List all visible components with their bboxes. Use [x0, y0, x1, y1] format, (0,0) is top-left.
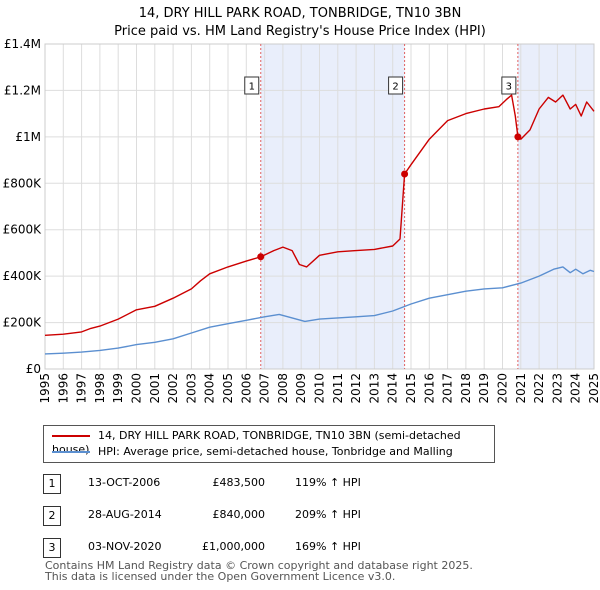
x-tick-label: 2001 [148, 373, 162, 404]
x-tick-label: 2018 [459, 373, 473, 404]
x-tick-label: 2006 [239, 373, 253, 404]
x-tick-label: 2016 [422, 373, 436, 404]
sale-hpi-change: 209% ↑ HPI [295, 508, 361, 521]
chart-title: 14, DRY HILL PARK ROAD, TONBRIDGE, TN10 … [138, 6, 462, 21]
x-tick-label: 2010 [313, 373, 327, 404]
x-tick-label: 2000 [130, 373, 144, 404]
x-tick-label: 2012 [349, 373, 363, 404]
sale-marker-label: 3 [43, 538, 61, 558]
sale-price: £840,000 [212, 508, 266, 521]
x-tick-label: 2015 [404, 373, 418, 404]
x-tick-label: 2019 [477, 373, 491, 404]
x-tick-label: 2022 [532, 373, 546, 404]
sale-hpi-change: 119% ↑ HPI [295, 476, 361, 489]
x-tick-label: 2017 [441, 373, 455, 404]
sale-3-label-box [501, 76, 517, 95]
footer-licence: This data is licensed under the Open Gov… [45, 570, 396, 583]
y-tick-label: £1M [15, 130, 41, 144]
y-tick-label: £200K [3, 316, 43, 330]
y-tick-label: £1.2M [4, 83, 41, 97]
sale-price: £483,500 [212, 476, 266, 489]
x-tick-label: 2020 [496, 373, 510, 404]
footer-copyright: Contains HM Land Registry data © Crown c… [45, 559, 473, 572]
sale-price: £1,000,000 [202, 540, 265, 553]
sale-1-label-box [244, 76, 260, 95]
legend: 14, DRY HILL PARK ROAD, TONBRIDGE, TN10 … [43, 425, 495, 463]
sale-1-label: 1 [249, 82, 255, 93]
legend-item-property: 14, DRY HILL PARK ROAD, TONBRIDGE, TN10 … [52, 429, 494, 456]
price-chart: 1 2 3 £0 £200K £400K £600K £800K £1M £1.2M £1.4M 19… [3, 37, 600, 404]
x-tick-label: 2005 [221, 373, 235, 404]
shaded-region-1 [260, 44, 405, 369]
y-tick-label: £1.4M [4, 37, 41, 51]
x-tick-label: 1995 [38, 373, 52, 404]
x-tick-label: 2023 [550, 373, 564, 404]
legend-label-hpi: HPI: Average price, semi-detached house,… [98, 445, 453, 458]
sale-1-point [257, 253, 265, 261]
sale-3-label: 3 [506, 82, 512, 93]
sale-2-label: 2 [392, 82, 398, 93]
x-tick-label: 2002 [166, 373, 180, 404]
legend-swatch-property [52, 435, 90, 437]
y-tick-label: £0 [26, 362, 41, 376]
plot-border [44, 43, 595, 370]
x-tick-label: 2011 [331, 373, 345, 404]
x-tick-label: 1998 [93, 373, 107, 404]
chart-subtitle: Price paid vs. HM Land Registry's House … [114, 24, 486, 39]
y-tick-label: £600K [3, 223, 43, 237]
x-tick-label: 2003 [184, 373, 198, 404]
property-price-line [44, 94, 595, 336]
hpi-line [44, 266, 595, 355]
shaded-region-2 [517, 44, 594, 369]
sale-2-label-box [388, 76, 404, 95]
footer: Contains HM Land Registry data © Crown c… [45, 560, 473, 582]
x-tick-label: 2025 [587, 373, 600, 404]
sale-marker-label: 2 [43, 506, 61, 526]
x-tick-label: 1997 [75, 373, 89, 404]
y-tick-label: £800K [3, 176, 43, 190]
y-tick-label: £400K [3, 269, 43, 283]
x-tick-label: 1999 [111, 373, 125, 404]
x-tick-label: 2024 [569, 373, 583, 404]
sale-hpi-change: 169% ↑ HPI [295, 540, 361, 553]
sale-date: 13-OCT-2006 [88, 476, 161, 489]
x-tick-label: 2008 [276, 373, 290, 404]
x-tick-label: 2007 [258, 373, 272, 404]
x-tick-label: 2021 [514, 373, 528, 404]
x-tick-label: 1996 [56, 373, 70, 404]
sale-date: 03-NOV-2020 [88, 540, 162, 553]
x-tick-label: 2013 [367, 373, 381, 404]
sale-2-point [401, 170, 409, 178]
x-tick-label: 2004 [203, 373, 217, 404]
x-tick-label: 2014 [386, 373, 400, 404]
sale-date: 28-AUG-2014 [88, 508, 162, 521]
sale-marker-label: 1 [43, 474, 61, 494]
x-tick-label: 2009 [294, 373, 308, 404]
legend-item-hpi: HPI: Average price, semi-detached house,… [52, 445, 453, 459]
legend-swatch-hpi [52, 451, 90, 453]
sale-3-point [514, 133, 522, 141]
